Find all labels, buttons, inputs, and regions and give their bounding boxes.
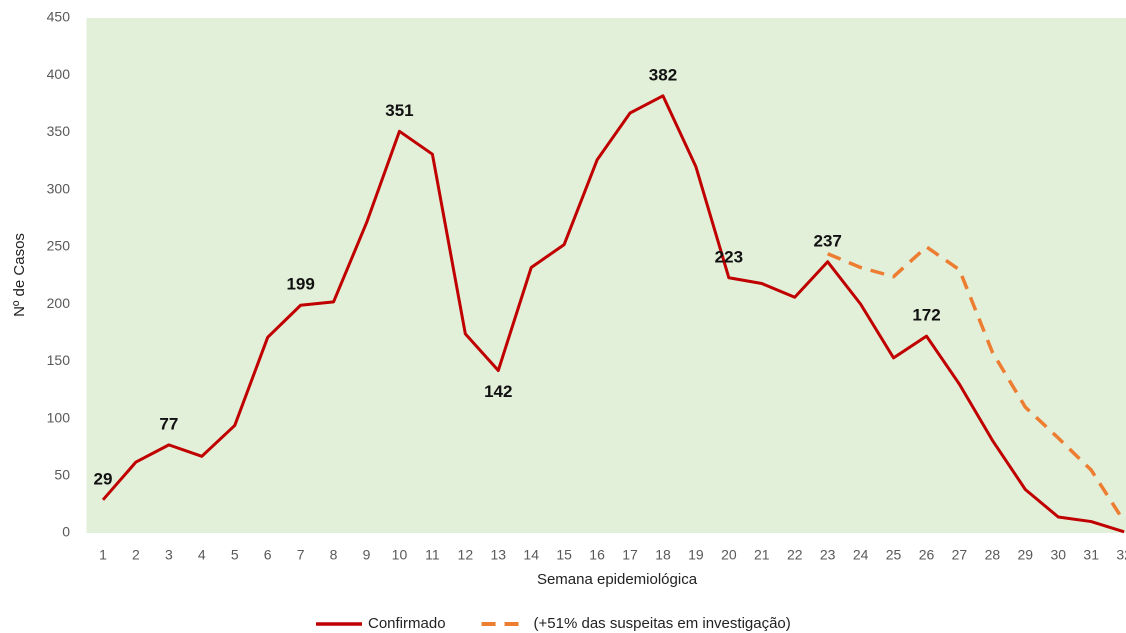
data-label: 77 [159, 414, 178, 433]
x-tick-label: 12 [458, 547, 474, 563]
x-tick-label: 24 [853, 547, 869, 563]
data-label: 237 [813, 231, 841, 250]
x-tick-label: 19 [688, 547, 704, 563]
x-tick-label: 3 [165, 547, 173, 563]
x-tick-label: 20 [721, 547, 737, 563]
y-tick-label: 300 [47, 180, 71, 196]
data-label: 142 [484, 382, 512, 401]
data-label: 351 [385, 101, 413, 120]
x-tick-label: 4 [198, 547, 206, 563]
y-axis-title: Nº de Casos [11, 233, 28, 317]
x-tick-label: 22 [787, 547, 803, 563]
y-tick-label: 0 [62, 524, 70, 540]
x-tick-label: 1 [99, 547, 107, 563]
series-line [827, 245, 1126, 523]
x-tick-label: 31 [1083, 547, 1099, 563]
x-tick-label: 23 [820, 547, 836, 563]
x-tick-label: 13 [490, 547, 506, 563]
y-tick-label: 100 [47, 409, 71, 425]
x-tick-label: 14 [523, 547, 539, 563]
series-line [101, 94, 1125, 534]
data-label: 172 [912, 306, 940, 325]
y-tick-label: 150 [47, 352, 71, 368]
y-tick-label: 350 [47, 123, 71, 139]
y-tick-label: 250 [47, 238, 71, 254]
data-label: 382 [649, 65, 677, 84]
y-tick-label: 200 [47, 295, 71, 311]
x-tick-label: 11 [425, 547, 440, 563]
x-tick-label: 7 [297, 547, 305, 563]
x-tick-label: 26 [919, 547, 935, 563]
x-tick-label: 5 [231, 547, 239, 563]
y-tick-label: 400 [47, 66, 71, 82]
x-tick-label: 30 [1050, 547, 1066, 563]
x-tick-label: 8 [330, 547, 338, 563]
x-tick-label: 18 [655, 547, 671, 563]
data-label: 29 [94, 469, 113, 488]
x-tick-label: 17 [622, 547, 638, 563]
x-tick-label: 28 [985, 547, 1001, 563]
x-axis-title: Semana epidemiológica [537, 571, 698, 588]
legend-label: Confirmado [368, 615, 446, 632]
x-tick-label: 10 [392, 547, 408, 563]
legend-label: (+51% das suspeitas em investigação) [534, 615, 791, 632]
data-label: 199 [286, 275, 314, 294]
x-tick-label: 25 [886, 547, 902, 563]
y-tick-label: 450 [47, 9, 71, 25]
x-tick-label: 2 [132, 547, 140, 563]
x-tick-label: 15 [556, 547, 572, 563]
x-tick-label: 6 [264, 547, 272, 563]
plot-area [86, 18, 1126, 533]
x-tick-label: 32 [1116, 547, 1126, 563]
data-label: 223 [715, 247, 743, 266]
x-tick-label: 29 [1018, 547, 1034, 563]
x-tick-label: 16 [589, 547, 605, 563]
y-tick-label: 50 [54, 466, 70, 482]
x-tick-label: 9 [363, 547, 371, 563]
x-tick-label: 27 [952, 547, 968, 563]
x-tick-label: 21 [754, 547, 770, 563]
